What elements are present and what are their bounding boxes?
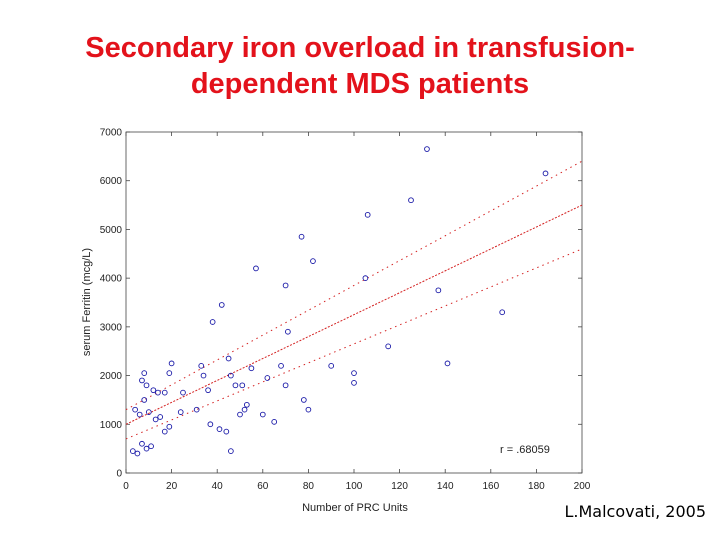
x-tick-label: 60 <box>257 481 269 492</box>
data-point <box>351 370 357 376</box>
slide-title: Secondary iron overload in transfusion- … <box>0 30 720 102</box>
data-point <box>362 275 369 281</box>
data-point <box>435 287 442 294</box>
confidence-upper-line <box>125 160 583 411</box>
data-point <box>161 428 168 435</box>
data-point <box>180 389 186 396</box>
x-axis-label: Number of PRC Units <box>302 502 408 514</box>
data-point <box>228 448 234 454</box>
data-point <box>248 365 255 372</box>
data-point <box>253 265 259 272</box>
x-tick-label: 0 <box>123 481 129 492</box>
data-point <box>205 387 211 394</box>
data-point <box>139 440 145 447</box>
data-point <box>223 428 230 435</box>
x-tick-label: 200 <box>574 481 591 492</box>
data-point <box>305 406 312 413</box>
plot-area <box>125 131 583 474</box>
data-point <box>150 387 157 394</box>
data-point <box>198 362 205 369</box>
x-tick-label: 20 <box>166 481 178 492</box>
correlation-annotation: r = .68059 <box>500 444 550 456</box>
data-point <box>351 380 357 386</box>
data-point <box>139 377 145 384</box>
data-point <box>228 372 234 379</box>
data-point <box>499 309 506 316</box>
data-point <box>168 360 175 367</box>
x-tick-label: 140 <box>437 481 454 492</box>
data-point <box>155 389 161 396</box>
y-tick-label: 3000 <box>100 322 123 333</box>
data-point <box>444 360 451 367</box>
data-point <box>408 197 414 204</box>
x-tick-label: 80 <box>303 481 315 492</box>
y-tick-label: 6000 <box>100 176 123 187</box>
data-point <box>209 319 216 325</box>
data-point <box>298 233 305 240</box>
y-tick-label: 7000 <box>100 128 123 139</box>
data-point <box>542 170 549 177</box>
data-point <box>300 397 307 403</box>
data-point <box>152 416 159 423</box>
data-point <box>424 146 430 152</box>
data-point <box>271 419 278 425</box>
data-point <box>364 211 371 218</box>
data-point <box>282 382 289 389</box>
data-point <box>143 445 150 452</box>
data-point <box>161 389 168 396</box>
x-tick-label: 160 <box>482 481 499 492</box>
data-point <box>310 258 316 264</box>
y-tick-label: 2000 <box>100 371 123 382</box>
data-point <box>216 426 223 433</box>
data-point <box>285 328 291 335</box>
data-point <box>225 355 232 362</box>
data-point <box>134 450 141 457</box>
data-point <box>177 409 184 415</box>
slide-title-line-1: Secondary iron overload in transfusion- <box>85 32 635 64</box>
y-tick-label: 1000 <box>100 420 123 431</box>
data-point <box>207 421 214 428</box>
data-point <box>282 282 289 289</box>
data-point <box>136 411 143 418</box>
slide-title-line-2: dependent MDS patients <box>190 68 530 100</box>
data-point <box>278 362 284 369</box>
data-point <box>145 409 152 415</box>
x-tick-label: 120 <box>391 481 408 492</box>
x-tick-label: 100 <box>346 481 363 492</box>
data-point <box>241 406 248 413</box>
data-point <box>259 411 266 418</box>
data-point <box>385 343 392 350</box>
y-axis-label: serum Ferritin (mcg/L) <box>81 248 93 356</box>
regression-line <box>125 204 583 425</box>
data-point <box>218 302 225 308</box>
data-point <box>232 382 239 389</box>
data-point <box>193 406 200 413</box>
data-point <box>141 397 148 403</box>
data-point <box>129 448 136 454</box>
x-tick-label: 180 <box>528 481 545 492</box>
data-point <box>141 370 148 376</box>
data-point <box>157 414 164 420</box>
data-point <box>148 443 154 450</box>
data-point <box>328 362 335 369</box>
data-point <box>239 382 246 389</box>
data-point <box>166 370 173 376</box>
data-point <box>264 375 271 381</box>
author-credit: L.Malcovati, 2005 <box>564 502 706 521</box>
y-tick-label: 5000 <box>100 225 123 236</box>
x-tick-label: 40 <box>212 481 224 492</box>
data-point <box>143 382 150 389</box>
y-tick-label: 0 <box>116 469 122 480</box>
data-point <box>237 411 243 418</box>
data-point <box>243 401 250 408</box>
y-tick-label: 4000 <box>100 274 123 285</box>
data-point <box>166 423 173 430</box>
data-point <box>132 406 138 413</box>
data-point <box>200 372 207 379</box>
